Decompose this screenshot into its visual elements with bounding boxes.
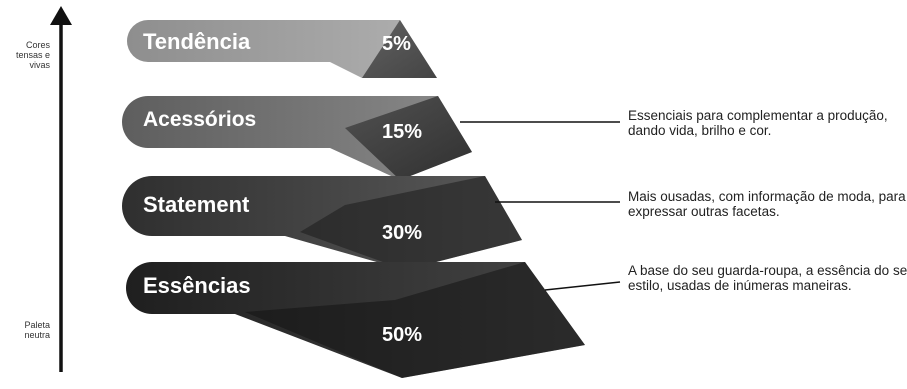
description-connectors	[460, 121, 621, 291]
tier-description-acessorios: Essenciais para complementar a produção,…	[628, 108, 888, 138]
vertical-axis-arrow	[50, 6, 72, 372]
axis-bottom-label: Paleta neutra	[24, 320, 50, 340]
tier-percent-essencias: 50%	[382, 324, 423, 346]
tier-percent-tendencia: 5%	[382, 33, 411, 55]
tier-label-statement: Statement	[143, 192, 250, 217]
tier-description-statement: Mais ousadas, com informação de moda, pa…	[628, 189, 906, 219]
tier-statement-shape	[122, 176, 522, 270]
tier-label-acessorios: Acessórios	[143, 108, 257, 131]
axis-top-label: Cores tensas e vivas	[15, 40, 50, 70]
tier-description-essencias: A base do seu guarda-roupa, a essência d…	[628, 263, 907, 293]
tier-tendencia-shape	[127, 20, 437, 78]
tier-percent-acessorios: 15%	[382, 121, 423, 143]
tier-essencias-shape	[126, 262, 585, 378]
tier-label-tendencia: Tendência	[143, 29, 251, 54]
tier-label-essencias: Essências	[143, 273, 251, 298]
tier-acessorios-shape	[122, 96, 472, 180]
tier-percent-statement: 30%	[382, 222, 423, 244]
